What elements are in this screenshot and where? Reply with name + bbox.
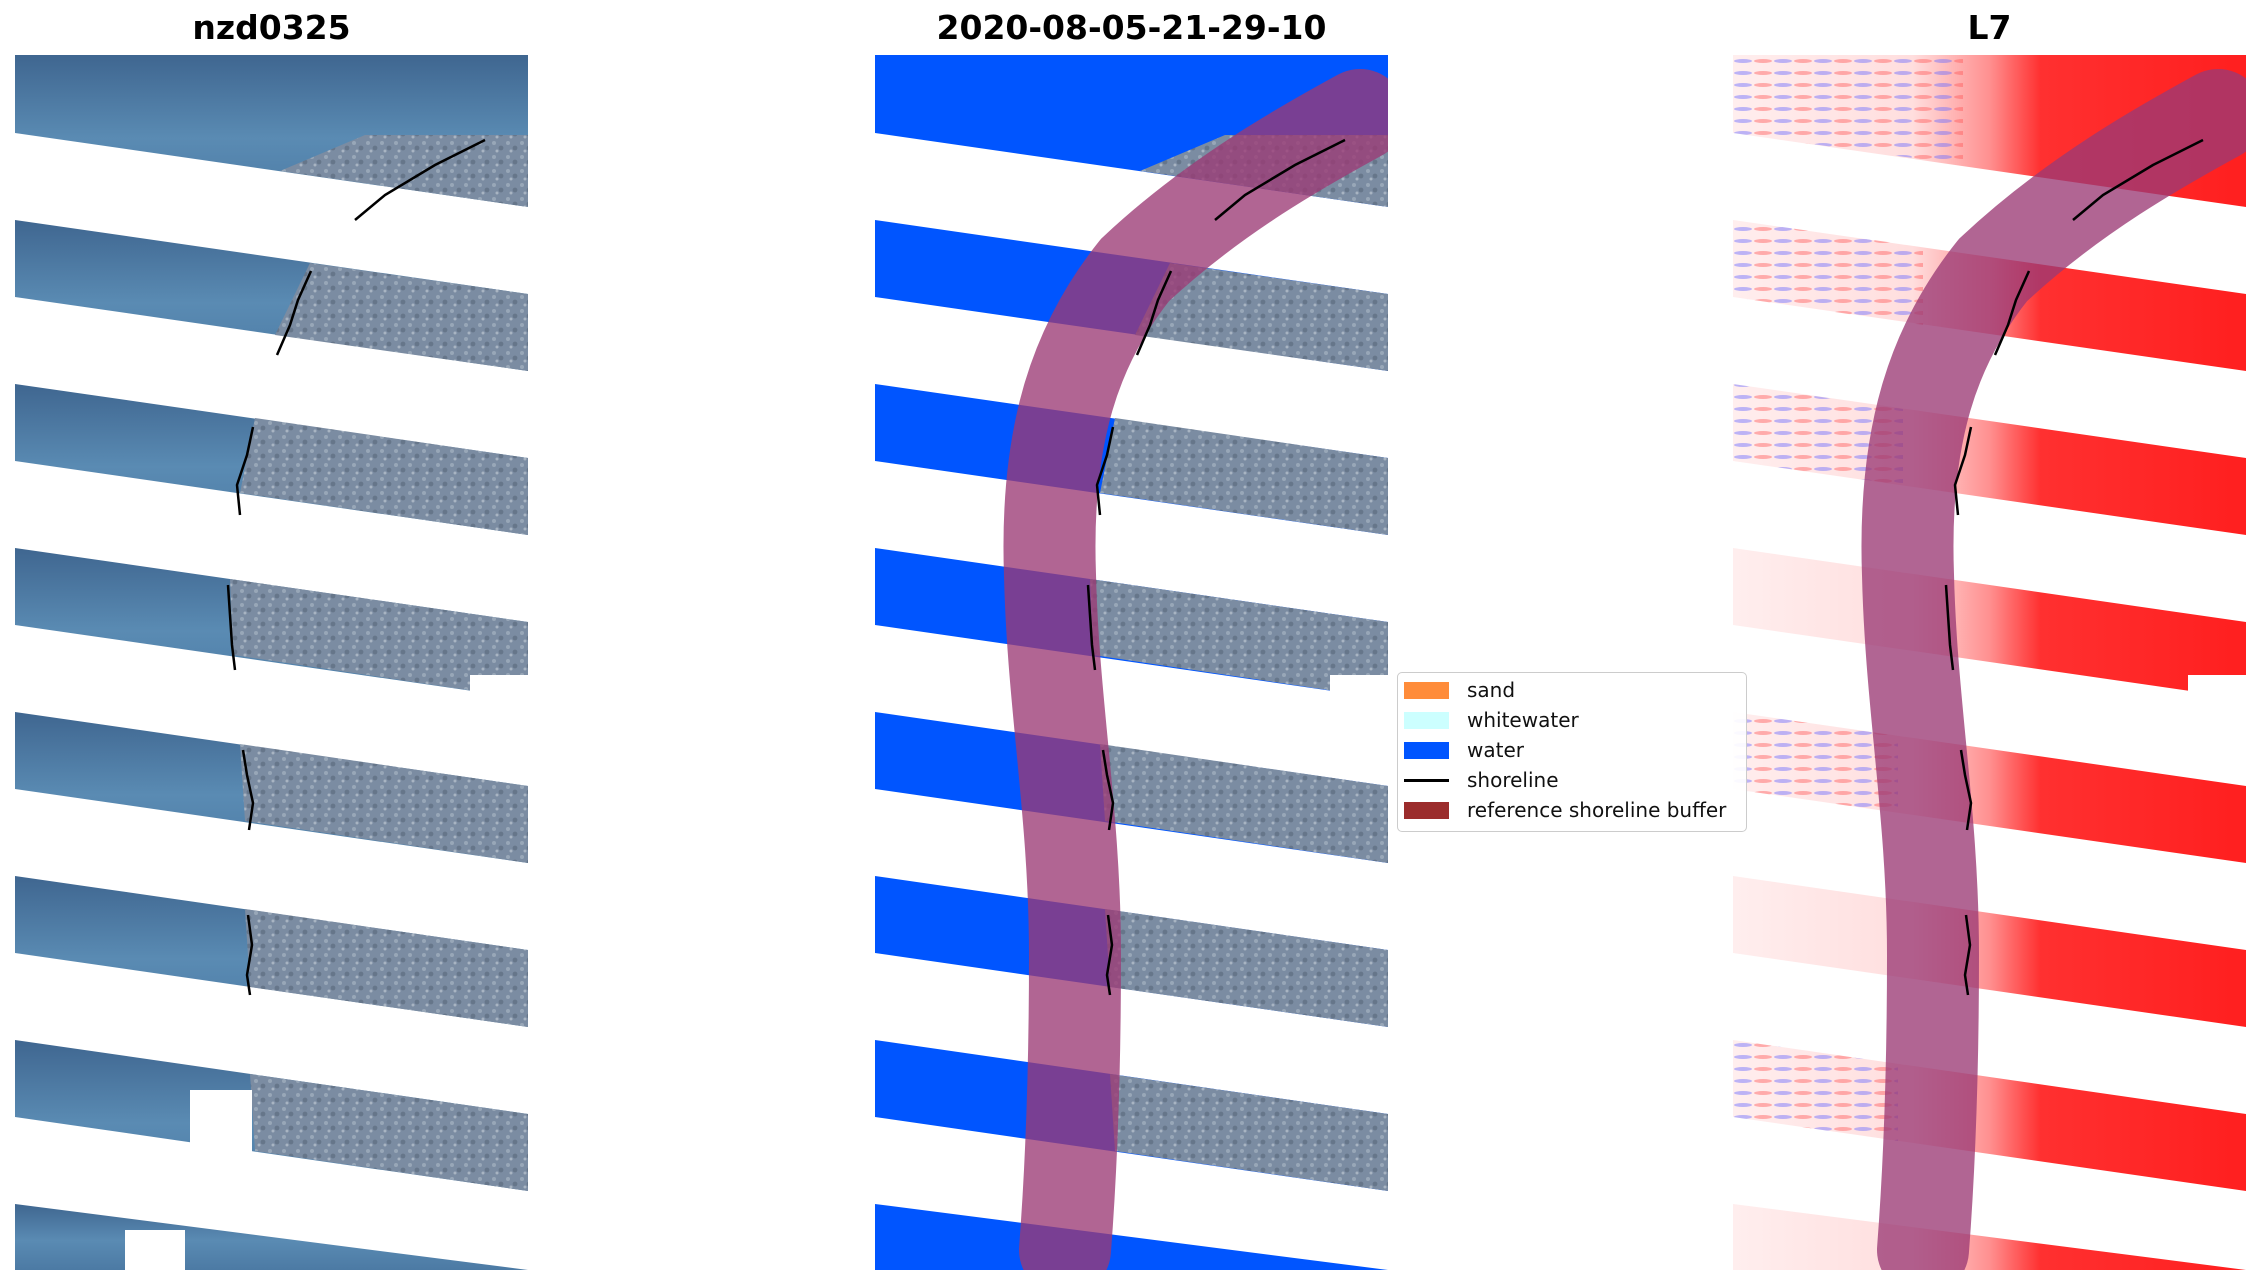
legend-label: water [1467, 738, 1524, 762]
legend-item-buffer: reference shoreline buffer [1404, 796, 1726, 824]
index-strips [1733, 55, 2246, 1270]
shoreline-lines [226, 138, 486, 996]
rgb-satellite-image [15, 55, 528, 1270]
sand-swatch [1404, 681, 1449, 699]
panel-title-classified: 2020-08-05-21-29-10 [936, 8, 1327, 47]
reference-shoreline-buffer [1861, 69, 2246, 1270]
shoreline-lines [1086, 138, 1346, 996]
classified-image [875, 55, 1388, 1270]
classified-strips [875, 55, 1388, 1270]
legend-item-water: water [1404, 736, 1524, 764]
legend-label: whitewater [1467, 708, 1579, 732]
legend: sand whitewater water shoreline referenc… [1397, 672, 1747, 832]
buffer-swatch [1404, 801, 1449, 819]
legend-label: shoreline [1467, 768, 1559, 792]
reference-shoreline-buffer [1003, 69, 1388, 1270]
legend-item-shoreline: shoreline [1404, 766, 1559, 794]
legend-label: sand [1467, 678, 1516, 702]
legend-item-whitewater: whitewater [1404, 706, 1579, 734]
legend-item-sand: sand [1404, 676, 1515, 704]
legend-label: reference shoreline buffer [1467, 798, 1727, 822]
whitewater-swatch [1404, 711, 1449, 729]
shoreline-lines [1944, 138, 2204, 996]
panel-title-index: L7 [1967, 8, 2012, 47]
water-swatch [1404, 741, 1449, 759]
index-image [1733, 55, 2246, 1270]
image-strips [15, 55, 528, 1270]
panel-title-rgb: nzd0325 [192, 8, 351, 47]
shoreline-swatch [1404, 778, 1449, 782]
